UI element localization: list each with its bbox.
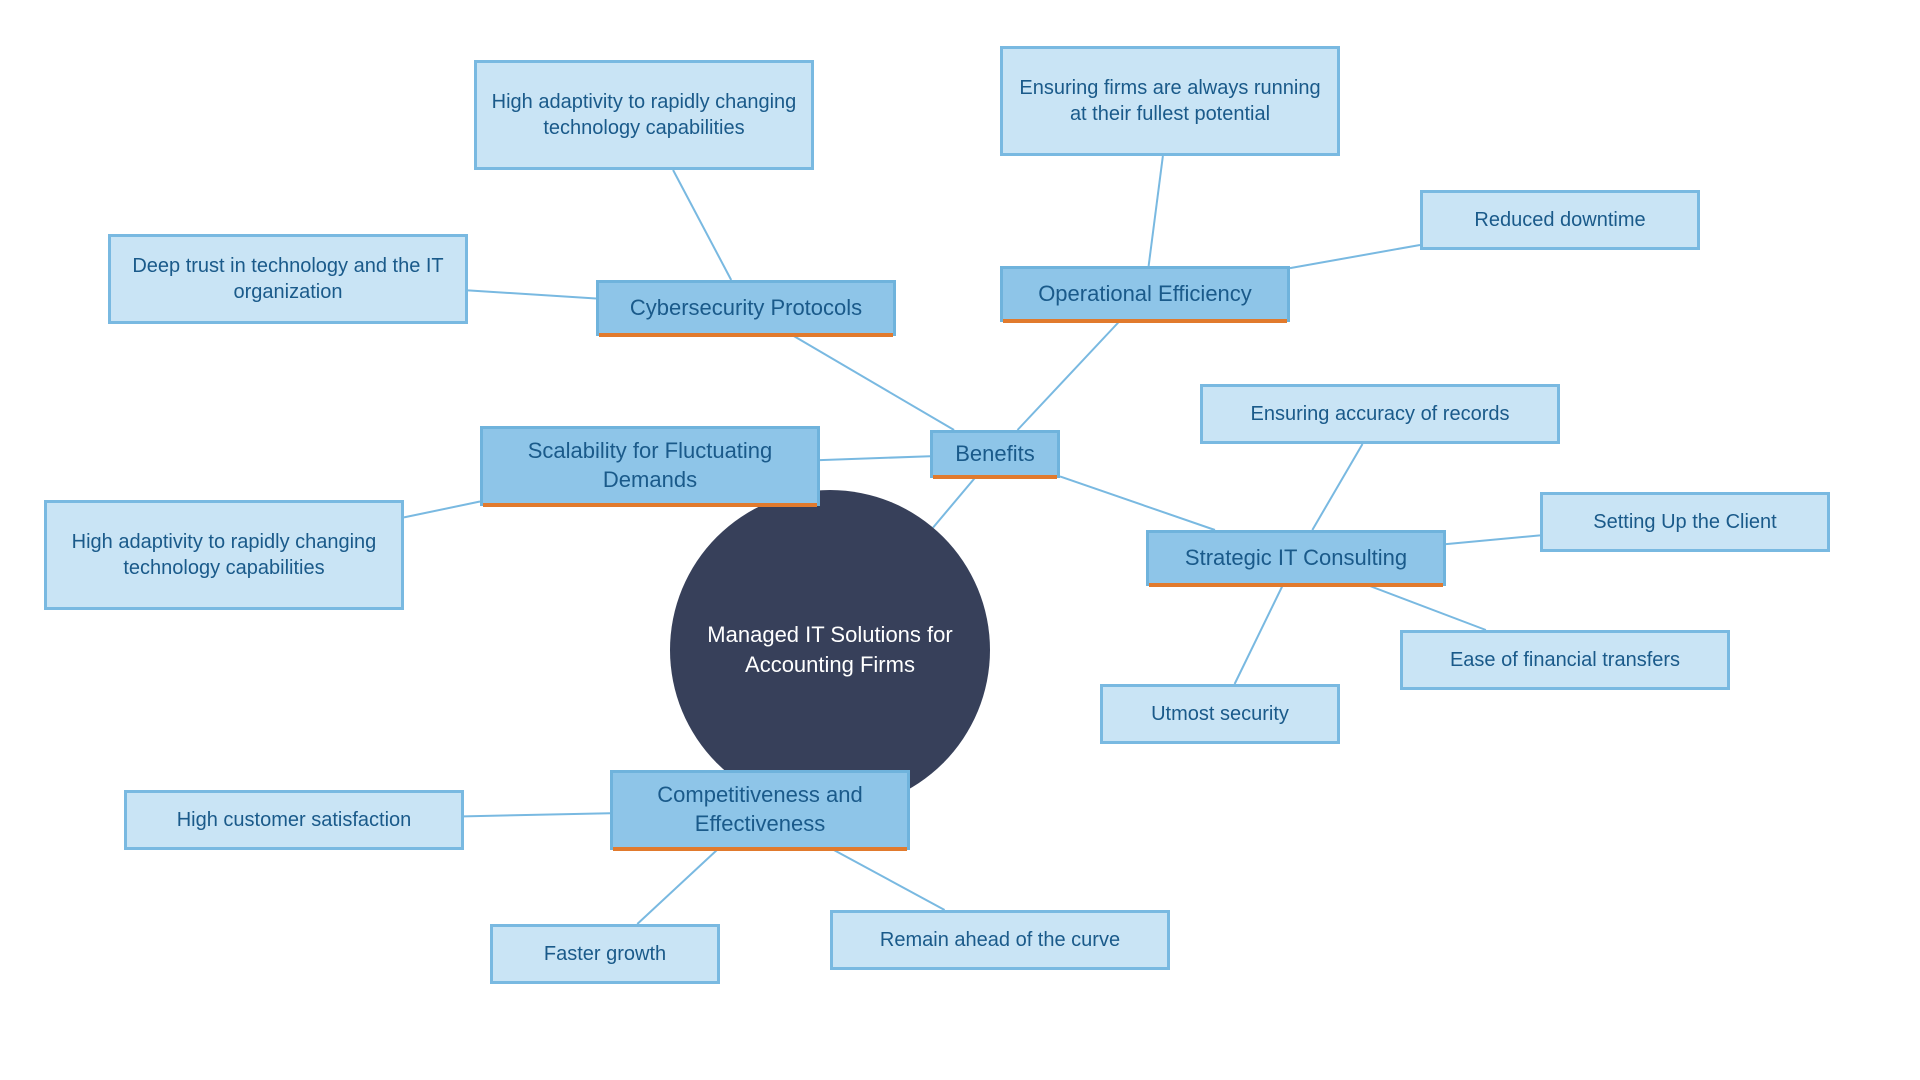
edge	[1312, 444, 1362, 530]
node-label: Setting Up the Client	[1593, 509, 1776, 535]
leaf-node-opeff-down: Reduced downtime	[1420, 190, 1700, 250]
leaf-node-comp-ahead: Remain ahead of the curve	[830, 910, 1170, 970]
leaf-node-comp-cust: High customer satisfaction	[124, 790, 464, 850]
edge	[464, 813, 610, 816]
category-underline	[1149, 583, 1443, 587]
edge	[404, 502, 480, 518]
edge	[1370, 586, 1486, 630]
edge	[834, 850, 945, 910]
node-label: Ensuring firms are always running at the…	[1017, 75, 1323, 127]
edge	[1235, 586, 1283, 684]
node-label: Benefits	[955, 440, 1035, 469]
edge	[933, 478, 975, 528]
leaf-node-opeff-full: Ensuring firms are always running at the…	[1000, 46, 1340, 156]
edge	[1060, 476, 1215, 530]
edge	[1018, 322, 1119, 430]
leaf-node-comp-growth: Faster growth	[490, 924, 720, 984]
leaf-node-cyber-adapt: High adaptivity to rapidly changing tech…	[474, 60, 814, 170]
node-label: Utmost security	[1151, 701, 1289, 727]
leaf-node-stratit-client: Setting Up the Client	[1540, 492, 1830, 552]
leaf-node-stratit-ease: Ease of financial transfers	[1400, 630, 1730, 690]
node-label: Reduced downtime	[1474, 207, 1645, 233]
leaf-node-scal-adapt: High adaptivity to rapidly changing tech…	[44, 500, 404, 610]
category-underline	[599, 333, 893, 337]
edge	[1290, 245, 1420, 268]
node-label: Scalability for Fluctuating Demands	[497, 437, 803, 494]
node-label: Ease of financial transfers	[1450, 647, 1680, 673]
node-label: Competitiveness and Effectiveness	[627, 781, 893, 838]
category-node-stratit: Strategic IT Consulting	[1146, 530, 1446, 586]
category-underline	[613, 847, 907, 851]
category-node-comp: Competitiveness and Effectiveness	[610, 770, 910, 850]
category-node-scal: Scalability for Fluctuating Demands	[480, 426, 820, 506]
edge	[820, 456, 930, 460]
node-label: Ensuring accuracy of records	[1250, 401, 1509, 427]
node-label: Strategic IT Consulting	[1185, 544, 1407, 573]
edge	[468, 290, 596, 298]
center-label: Managed IT Solutions for Accounting Firm…	[700, 620, 960, 679]
edge	[1446, 535, 1540, 544]
node-label: High adaptivity to rapidly changing tech…	[491, 89, 797, 141]
category-underline	[933, 475, 1057, 479]
edge	[673, 170, 731, 280]
node-label: High customer satisfaction	[177, 807, 412, 833]
category-underline	[483, 503, 817, 507]
node-label: Operational Efficiency	[1038, 280, 1252, 309]
node-label: Cybersecurity Protocols	[630, 294, 862, 323]
leaf-node-stratit-sec: Utmost security	[1100, 684, 1340, 744]
center-node: Managed IT Solutions for Accounting Firm…	[670, 490, 990, 810]
diagram-stage: Managed IT Solutions for Accounting Firm…	[0, 0, 1920, 1080]
node-label: Remain ahead of the curve	[880, 927, 1120, 953]
category-underline	[1003, 319, 1287, 323]
edge	[637, 850, 717, 924]
category-node-benefits: Benefits	[930, 430, 1060, 478]
edge	[1149, 156, 1163, 266]
category-node-opeff: Operational Efficiency	[1000, 266, 1290, 322]
leaf-node-stratit-acc: Ensuring accuracy of records	[1200, 384, 1560, 444]
category-node-cyber: Cybersecurity Protocols	[596, 280, 896, 336]
node-label: Faster growth	[544, 941, 666, 967]
leaf-node-cyber-trust: Deep trust in technology and the IT orga…	[108, 234, 468, 324]
edge	[794, 336, 954, 430]
node-label: High adaptivity to rapidly changing tech…	[61, 529, 387, 581]
node-label: Deep trust in technology and the IT orga…	[125, 253, 451, 305]
